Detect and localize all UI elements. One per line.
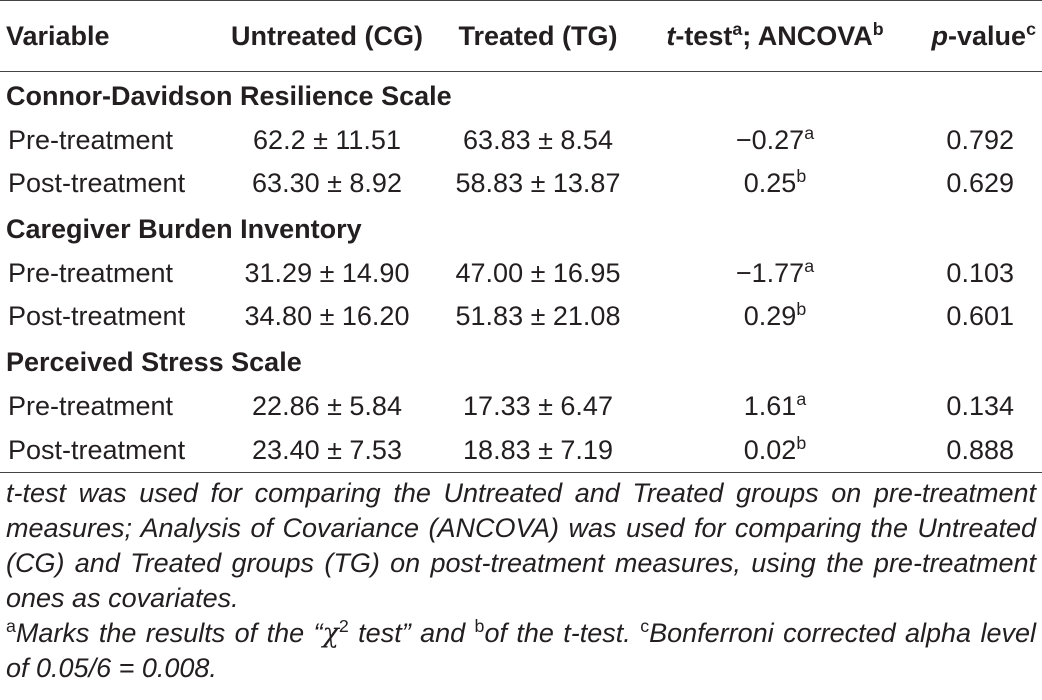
header-test: t-testa; ANCOVAb xyxy=(634,0,916,72)
footnote-a-text-end: test” and xyxy=(348,618,475,648)
row-label: Post-treatment xyxy=(0,428,212,473)
cell-p-value: 0.888 xyxy=(916,428,1042,473)
statistic-sup: a xyxy=(804,123,815,144)
section-row: Perceived Stress Scale xyxy=(0,338,1042,385)
cell-p-value: 0.103 xyxy=(946,258,1014,288)
header-p-italic: p xyxy=(931,20,949,51)
table-notes: t-test was used for comparing the Untrea… xyxy=(6,476,1036,686)
statistic-value: −0.27 xyxy=(735,125,805,155)
section-row: Connor-Davidson Resilience Scale xyxy=(0,72,1042,120)
header-row: Variable Untreated (CG) Treated (TG) t-t… xyxy=(0,0,1042,72)
table-row: Pre-treatment 31.29 ± 14.90 47.00 ± 16.9… xyxy=(0,252,1042,295)
row-label: Pre-treatment xyxy=(8,391,174,421)
cell-statistic: 0.29b xyxy=(634,295,916,338)
chi-symbol: χ xyxy=(322,618,339,649)
cell-p-value: 0.601 xyxy=(946,301,1014,331)
cell-p-value: 0.134 xyxy=(946,391,1014,421)
header-p-rest: -value xyxy=(948,20,1027,51)
cell-treated: 58.83 ± 13.87 xyxy=(455,168,621,198)
cell-treated: 63.83 ± 8.54 xyxy=(463,125,613,155)
cell-treated: 18.83 ± 7.19 xyxy=(442,428,634,473)
cell-statistic: 1.61a xyxy=(634,385,916,428)
cell-statistic: 0.02b xyxy=(634,428,916,473)
header-p-value: p-valuec xyxy=(916,0,1042,72)
cell-p-value: 0.792 xyxy=(946,125,1014,155)
cell-statistic: −1.77a xyxy=(634,252,916,295)
section-title: Connor-Davidson Resilience Scale xyxy=(6,81,452,111)
row-label: Post-treatment xyxy=(8,168,186,198)
statistic-sup: a xyxy=(796,389,807,410)
header-test-sup-b: b xyxy=(872,18,884,39)
section-row: Caregiver Burden Inventory xyxy=(0,205,1042,252)
statistic-value: 0.02 xyxy=(743,434,797,465)
cell-treated: 51.83 ± 21.08 xyxy=(455,301,621,331)
header-test-t: t xyxy=(666,20,676,51)
section-title: Perceived Stress Scale xyxy=(6,347,302,377)
cell-treated: 47.00 ± 16.95 xyxy=(455,258,621,288)
statistic-sup: b xyxy=(796,299,807,320)
footnote-c-text: Bonferroni corrected alpha level of 0.05… xyxy=(6,618,1036,683)
notes-paragraph: t-test was used for comparing the Untrea… xyxy=(6,478,1036,613)
footnote-b-mark: b xyxy=(474,616,485,637)
footnote-c-mark: c xyxy=(640,616,650,637)
table-row: Post-treatment 34.80 ± 16.20 51.83 ± 21.… xyxy=(0,295,1042,338)
cell-untreated: 62.2 ± 11.51 xyxy=(253,125,401,155)
statistic-value: 1.61 xyxy=(743,391,797,421)
statistic-value: −1.77 xyxy=(735,258,805,288)
footnote-a-mark: a xyxy=(6,616,16,637)
header-untreated: Untreated (CG) xyxy=(212,0,442,72)
row-label: Pre-treatment xyxy=(8,125,174,155)
cell-statistic: 0.25b xyxy=(634,162,916,205)
cell-untreated: 22.86 ± 5.84 xyxy=(252,391,402,421)
header-treated: Treated (TG) xyxy=(442,0,634,72)
table-row: Post-treatment 23.40 ± 7.53 18.83 ± 7.19… xyxy=(0,428,1042,473)
statistic-sup: b xyxy=(796,166,807,187)
statistic-value: 0.25 xyxy=(743,168,797,198)
table-row: Post-treatment 63.30 ± 8.92 58.83 ± 13.8… xyxy=(0,162,1042,205)
cell-treated: 17.33 ± 6.47 xyxy=(463,391,613,421)
table-row: Pre-treatment 22.86 ± 5.84 17.33 ± 6.47 … xyxy=(0,385,1042,428)
results-table: Variable Untreated (CG) Treated (TG) t-t… xyxy=(0,0,1042,473)
statistic-sup: b xyxy=(796,432,807,453)
header-test-rest: -test xyxy=(675,20,733,51)
cell-untreated: 34.80 ± 16.20 xyxy=(244,301,410,331)
footnote-a-text: Marks the results of the “ xyxy=(15,618,323,648)
cell-untreated: 31.29 ± 14.90 xyxy=(244,258,410,288)
cell-untreated: 63.30 ± 8.92 xyxy=(252,168,402,198)
footnote-b-text: of the t-test. xyxy=(484,618,641,648)
table-row: Pre-treatment 62.2 ± 11.51 63.83 ± 8.54 … xyxy=(0,119,1042,162)
table-header: Variable Untreated (CG) Treated (TG) t-t… xyxy=(0,0,1042,72)
row-label: Pre-treatment xyxy=(8,258,174,288)
table-body: Connor-Davidson Resilience Scale Pre-tre… xyxy=(0,72,1042,473)
header-test-sup-a: a xyxy=(732,18,743,39)
footnotes: aMarks the results of the “χ2 test” and … xyxy=(6,616,1036,686)
cell-statistic: −0.27a xyxy=(634,119,916,162)
cell-untreated: 23.40 ± 7.53 xyxy=(212,428,442,473)
chi-superscript: 2 xyxy=(338,616,349,637)
statistic-sup: a xyxy=(804,256,815,277)
header-p-sup: c xyxy=(1026,18,1036,39)
statistic-value: 0.29 xyxy=(743,301,797,331)
cell-p-value: 0.629 xyxy=(946,168,1014,198)
header-variable: Variable xyxy=(0,0,212,72)
header-test-ancova: ; ANCOVA xyxy=(742,20,873,51)
section-title: Caregiver Burden Inventory xyxy=(6,214,362,244)
row-label: Post-treatment xyxy=(8,301,186,331)
